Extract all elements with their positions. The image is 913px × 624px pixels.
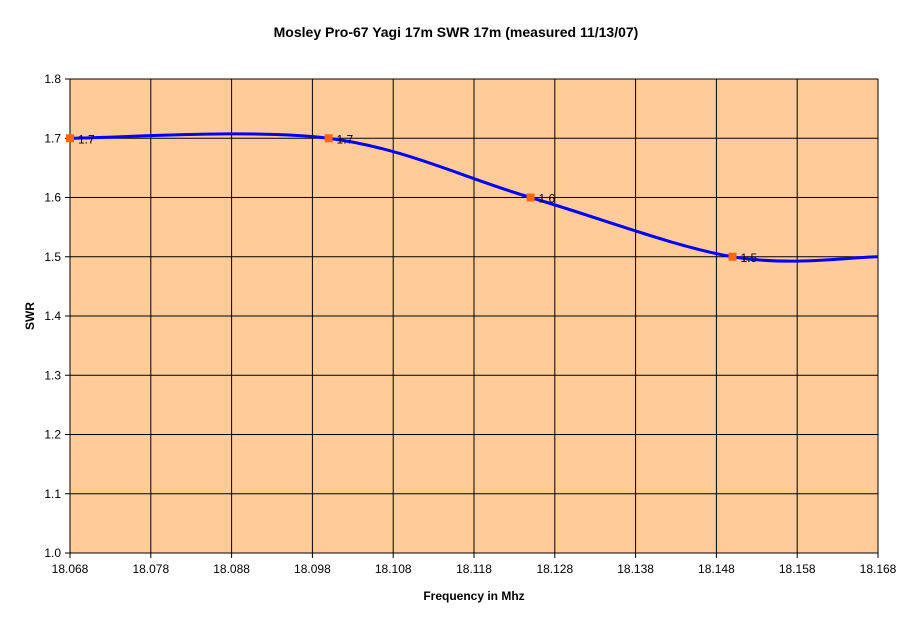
y-tick-label: 1.7 xyxy=(44,131,61,145)
swr-series-line xyxy=(69,132,879,263)
chart-title: Mosley Pro-67 Yagi 17m SWR 17m (measured… xyxy=(274,24,639,40)
y-tick-label: 1.4 xyxy=(44,309,61,323)
x-tick-label: 18.168 xyxy=(860,562,897,576)
y-tick-label: 1.2 xyxy=(44,428,61,442)
data-label: 1.7 xyxy=(337,132,354,146)
data-label: 1.5 xyxy=(741,251,758,265)
y-tick-label: 1.5 xyxy=(44,250,61,264)
y-tick-label: 1.6 xyxy=(44,191,61,205)
y-axis-title: SWR xyxy=(23,302,37,330)
data-point-marker xyxy=(324,134,333,143)
x-tick-label: 18.108 xyxy=(375,562,412,576)
x-tick-label: 18.148 xyxy=(698,562,735,576)
x-tick-labels: 18.068 18.078 18.088 18.098 18.108 18.118 18.1… xyxy=(52,562,897,576)
y-tick-labels: 1.0 1.1 1.2 1.3 1.4 1.5 1.6 1.7 1.8 xyxy=(44,72,61,560)
x-axis-title: Frequency in Mhz xyxy=(423,589,524,603)
y-tick-label: 1.3 xyxy=(44,368,61,382)
data-point-marker xyxy=(728,252,737,261)
y-tick-label: 1.1 xyxy=(44,487,61,501)
x-tick-label: 18.078 xyxy=(132,562,169,576)
x-tick-label: 18.118 xyxy=(456,562,492,576)
data-point-marker xyxy=(66,134,74,143)
swr-markers: 1.7 1.7 1.6 1.5 xyxy=(66,132,758,265)
data-point-marker xyxy=(526,193,535,202)
y-tick-label: 1.8 xyxy=(44,72,61,86)
x-tick-label: 18.088 xyxy=(213,562,250,576)
x-tick-label: 18.158 xyxy=(779,562,816,576)
x-tick-label: 18.128 xyxy=(536,562,573,576)
y-tick-label: 1.0 xyxy=(44,546,61,560)
data-label: 1.7 xyxy=(78,132,95,146)
x-tick-label: 18.138 xyxy=(617,562,654,576)
x-tick-label: 18.098 xyxy=(294,562,331,576)
x-tick-label: 18.068 xyxy=(52,562,89,576)
data-label: 1.6 xyxy=(539,192,556,206)
